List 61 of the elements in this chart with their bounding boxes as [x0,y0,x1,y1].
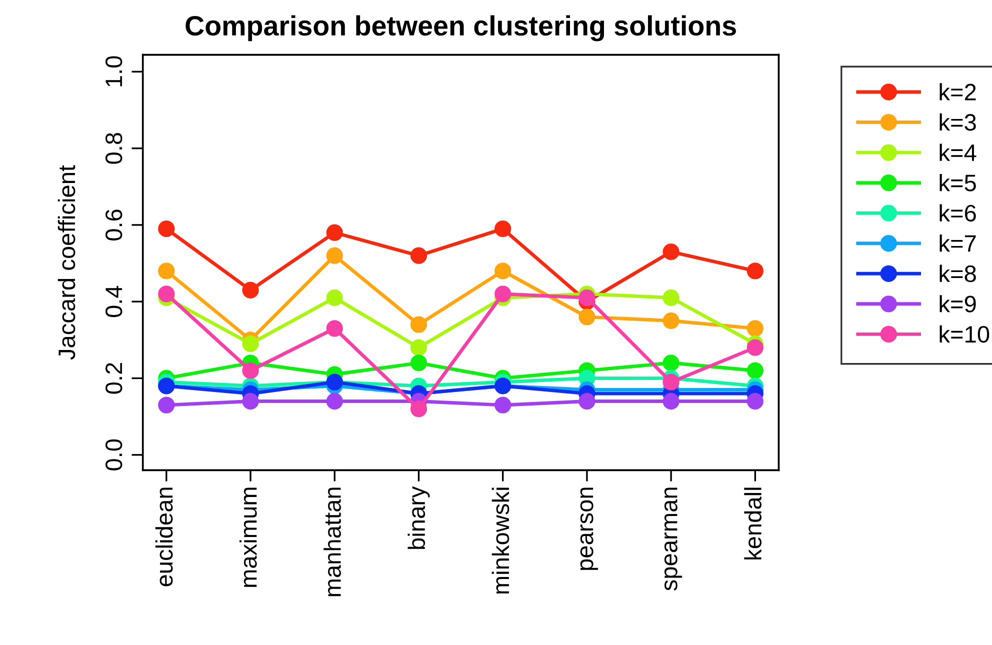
point [578,392,596,410]
y-tick-label: 0.4 [105,286,122,318]
point [326,320,343,337]
point [410,400,428,418]
x-tick-label: minkowski [492,488,510,594]
x-tick-label: pearson [580,488,598,570]
point [662,392,680,410]
point [662,312,680,330]
point [494,220,512,238]
point [662,243,680,260]
point [326,289,343,306]
legend-label: k=9 [940,295,976,312]
legend-label: k=5 [940,174,976,192]
legend-label: k=8 [940,264,976,282]
y-tick-label: 0.0 [105,439,122,470]
point [578,308,596,326]
y-tick-label: 1.0 [105,56,122,86]
legend-label: k=10 [940,325,990,343]
y-tick-label: 0.2 [105,363,122,394]
point [158,262,175,280]
y-tick-label: 0.6 [105,210,122,240]
legend-label: k=3 [940,113,976,131]
legend-label: k=6 [940,204,976,222]
x-tick-label: kendall [744,488,762,560]
point [410,339,428,356]
point [662,289,680,306]
point [326,247,343,264]
point [578,289,596,306]
x-tick-label: manhattan [324,488,341,596]
point [410,247,428,264]
point [746,339,764,356]
legend-label: k=4 [940,144,976,161]
point [746,320,764,337]
point [158,220,175,238]
y-axis-title: Jaccard coefficient [58,165,76,360]
point [242,392,259,410]
point [242,335,259,352]
x-tick-label: spearman [664,488,682,591]
legend-label: k=7 [940,234,976,252]
point [746,392,764,410]
point [242,362,259,379]
point [326,392,343,410]
chart-title: Comparison between clustering solutions [186,15,736,42]
x-tick-label: euclidean [155,488,173,586]
point [242,282,259,298]
legend-label: k=2 [940,83,976,100]
point [326,224,343,241]
point [158,286,175,302]
point [494,396,512,414]
point [494,262,512,280]
point [410,354,428,372]
point [746,362,764,379]
point [662,354,680,372]
x-tick-label: maximum [240,488,257,587]
y-tick-label: 0.8 [105,132,122,164]
point [410,316,428,333]
point [494,286,512,302]
point [662,374,680,390]
x-tick-label: binary [408,486,430,549]
point [746,262,764,280]
point [158,396,175,414]
